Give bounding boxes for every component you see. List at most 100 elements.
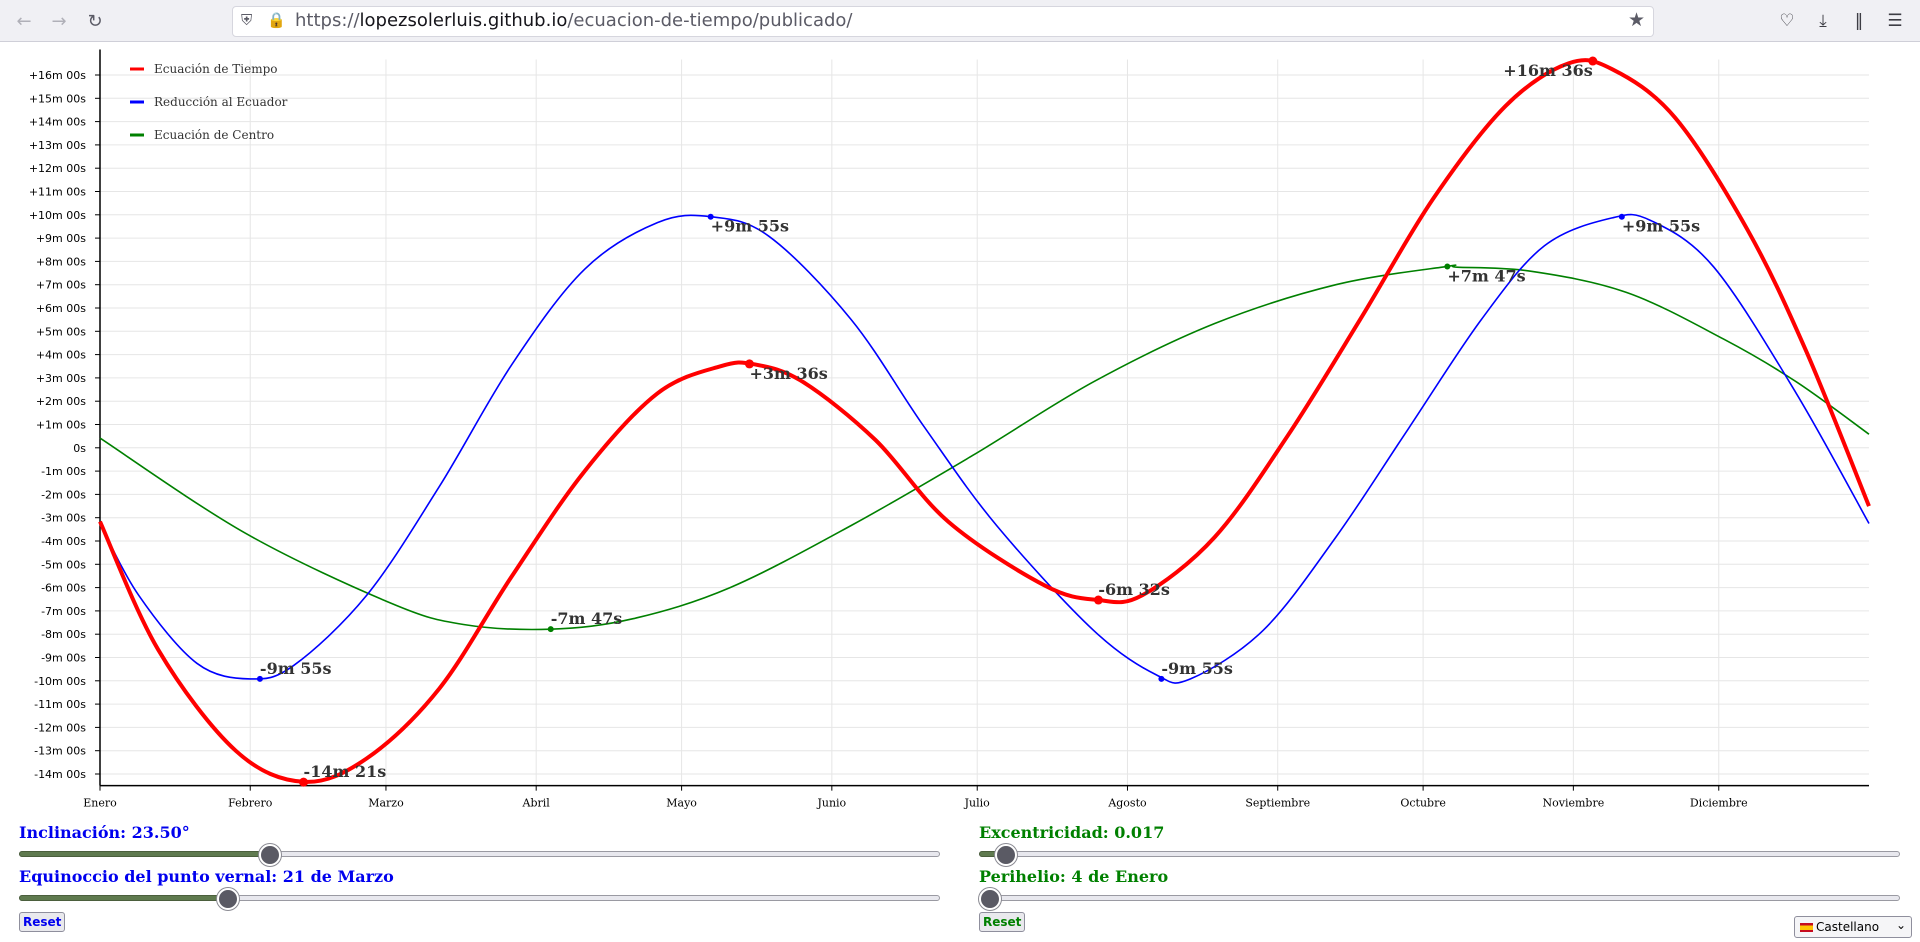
y-tick-label: 0s [73,442,86,455]
y-tick-label: +8m 00s [36,255,86,268]
slider-fill [19,895,228,901]
download-icon[interactable]: ⤓ [1819,11,1827,31]
data-label: +9m 55s [711,217,789,236]
y-tick-label: +14m 00s [29,116,86,129]
data-point-marker [299,777,309,787]
equinox-slider[interactable] [19,888,940,910]
url-text[interactable]: https://lopezsolerluis.github.io/ecuacio… [295,10,853,31]
forward-arrow-icon[interactable]: → [51,10,67,32]
data-label: +7m 47s [1447,266,1525,285]
slider-track [979,851,1900,857]
url-host: lopezsolerluis.github.io [359,10,568,31]
y-tick-label: +12m 00s [29,162,86,175]
spain-flag-icon [1800,922,1813,932]
y-tick-label: +5m 00s [36,325,86,338]
x-tick-label: Junio [816,797,846,810]
data-point-marker [1444,263,1451,270]
y-tick-label: +1m 00s [36,419,86,432]
data-label: +9m 55s [1622,217,1700,236]
data-label: -7m 47s [551,609,623,628]
perihelion-slider[interactable] [979,888,1900,910]
inclination-slider[interactable] [19,844,940,866]
x-tick-label: Mayo [666,797,697,810]
y-tick-label: -5m 00s [41,558,86,571]
lock-icon[interactable]: 🔒 [267,11,286,29]
x-tick-label: Febrero [228,797,273,810]
y-tick-label: -13m 00s [34,745,86,758]
data-label: -6m 32s [1098,580,1170,599]
data-label: -9m 55s [260,659,332,678]
bookmark-star-icon[interactable]: ★ [1627,9,1645,31]
language-select[interactable]: Castellano ⌄ [1794,916,1912,938]
legend-label: Ecuación de Tiempo [154,62,278,76]
x-tick-label: Julio [964,797,991,810]
back-arrow-icon[interactable]: ← [16,10,32,32]
chevron-down-icon: ⌄ [1895,918,1906,932]
equinox-label: Equinoccio del punto vernal: 21 de Marzo [19,867,394,886]
data-point-marker [1093,595,1103,605]
data-point-marker [1158,675,1165,682]
slider-thumb[interactable] [995,844,1017,866]
pocket-icon[interactable]: ♡ [1779,11,1795,31]
chart-legend: Ecuación de Tiempo Reducción al Ecuador Ec… [130,62,288,142]
x-tick-label: Septiembre [1245,797,1310,810]
data-point-marker [256,675,263,682]
perihelion-label: Perihelio: 4 de Enero [979,867,1169,886]
menu-icon[interactable]: ☰ [1887,11,1903,31]
y-tick-label: +9m 00s [36,232,86,245]
browser-toolbar: ← → ↻ ⛨ 🔒 https://lopezsolerluis.github.… [0,0,1920,42]
inclination-label: Inclinación: 23.50° [19,823,190,842]
y-tick-label: +6m 00s [36,302,86,315]
url-bar[interactable]: ⛨ 🔒 https://lopezsolerluis.github.io/ecu… [232,6,1654,37]
chart-markers: -14m 21s +3m 36s -6m 32s +16m 36s -9m 55s +9m… [256,56,1700,787]
url-path: /ecuacion-de-tiempo/publicado/ [567,10,853,31]
y-tick-label: +11m 00s [29,186,86,199]
series-line-ecuacion-de-tiempo [98,58,1871,784]
data-point-marker [744,359,754,369]
data-point-marker [1588,56,1598,66]
data-point-marker [547,626,554,633]
y-tick-label: +13m 00s [29,139,86,152]
reset-button-inclination[interactable]: Reset [19,912,66,932]
y-tick-label: +2m 00s [36,395,86,408]
y-tick-label: -3m 00s [41,512,86,525]
slider-track [979,895,1900,901]
library-icon[interactable]: ‖ [1854,11,1864,31]
x-tick-label: Marzo [368,797,404,810]
y-tick-label: -2m 00s [41,488,86,501]
slider-thumb[interactable] [979,888,1001,910]
legend-label: Reducción al Ecuador [154,95,288,109]
data-label: +16m 36s [1503,61,1592,80]
y-tick-label: -6m 00s [41,582,86,595]
y-tick-label: +10m 00s [29,209,86,222]
legend-label: Ecuación de Centro [154,128,274,142]
equation-of-time-chart: +16m 00s +15m 00s +14m 00s +13m 00s +12m 00s… [29,49,1871,810]
y-tick-label: -14m 00s [34,768,86,781]
series-line-reduccion-al-ecuador [99,213,1870,684]
chart-grid [99,59,1869,786]
reload-icon[interactable]: ↻ [87,10,103,32]
shield-icon[interactable]: ⛨ [241,11,253,29]
y-tick-label: +3m 00s [36,372,86,385]
data-label: +3m 36s [749,364,827,383]
data-point-marker [1618,213,1625,220]
y-axis: +16m 00s +15m 00s +14m 00s +13m 00s +12m 00s… [29,49,101,786]
y-tick-label: -7m 00s [41,605,86,618]
eccentricity-label: Excentricidad: 0.017 [979,823,1165,842]
eccentricity-slider[interactable] [979,844,1900,866]
y-tick-label: +4m 00s [36,349,86,362]
y-tick-label: +16m 00s [29,69,86,82]
y-tick-label: -9m 00s [41,652,86,665]
chart-series [98,58,1871,784]
x-tick-label: Octubre [1400,797,1446,810]
reset-button-eccentricity[interactable]: Reset [979,912,1026,932]
y-tick-label: +7m 00s [36,279,86,292]
slider-thumb[interactable] [217,888,239,910]
y-tick-label: -12m 00s [34,721,86,734]
slider-thumb[interactable] [259,844,281,866]
x-tick-label: Diciembre [1690,797,1748,810]
x-axis: Enero Febrero Marzo Abril Mayo Junio Julio Agos… [83,784,1869,810]
url-scheme: https:// [295,10,360,31]
series-line-ecuacion-de-centro [99,264,1870,631]
x-tick-label: Abril [522,797,551,810]
